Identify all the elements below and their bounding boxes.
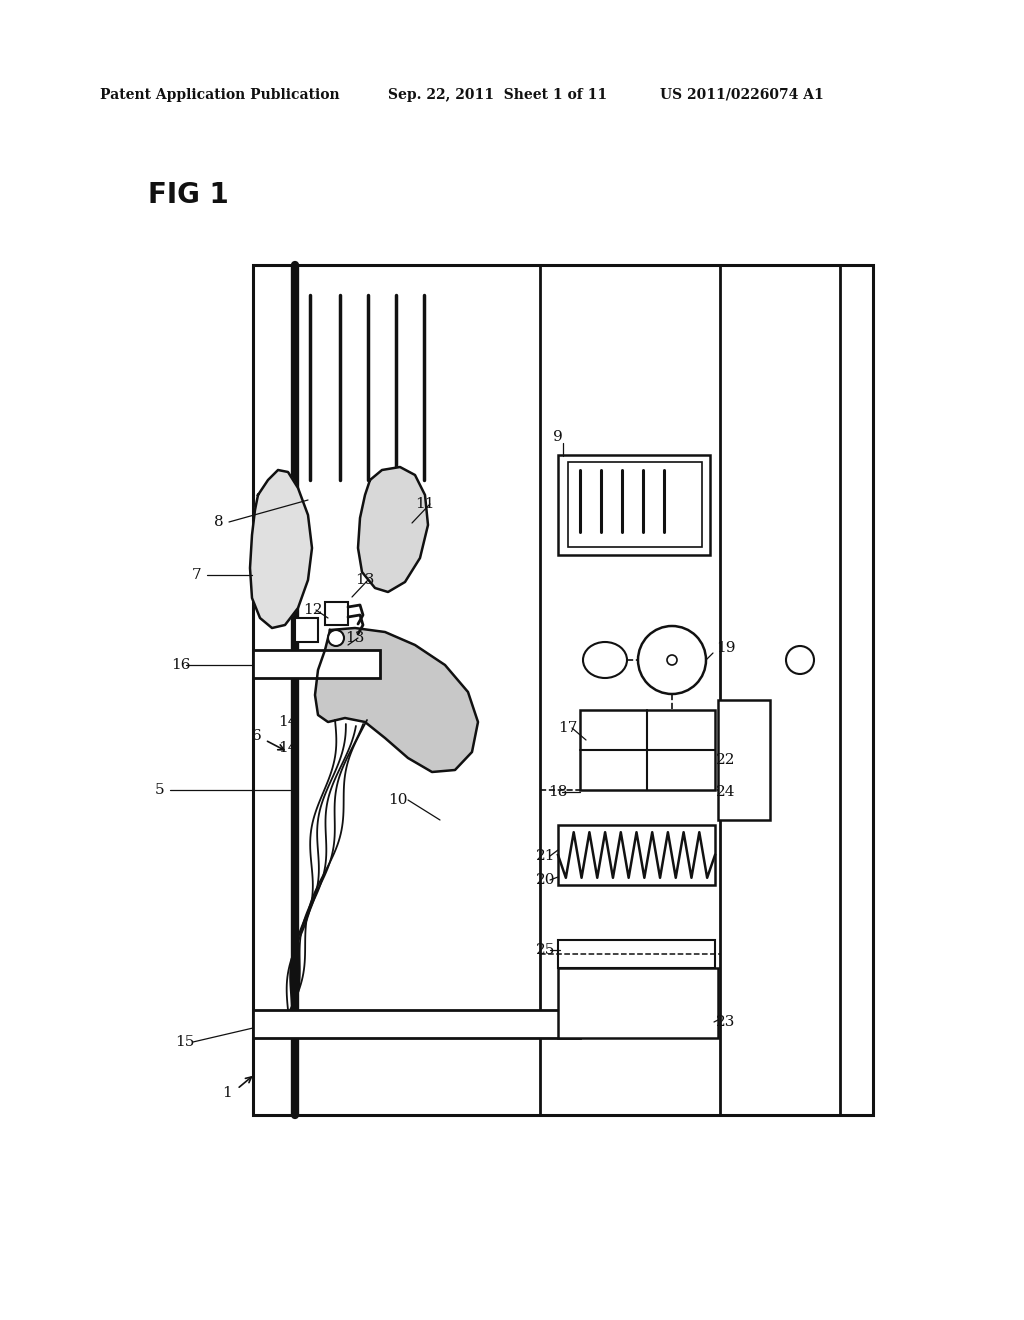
Text: 1: 1 — [222, 1086, 231, 1100]
Text: Sep. 22, 2011  Sheet 1 of 11: Sep. 22, 2011 Sheet 1 of 11 — [388, 88, 607, 102]
Bar — [295, 618, 318, 642]
Bar — [558, 825, 715, 884]
Text: 7: 7 — [193, 568, 202, 582]
Text: 8: 8 — [214, 515, 223, 529]
Text: 13: 13 — [355, 573, 375, 587]
Bar — [558, 940, 715, 968]
Text: 25: 25 — [536, 942, 555, 957]
Bar — [253, 649, 380, 678]
Circle shape — [667, 655, 677, 665]
Bar — [253, 1010, 580, 1038]
Text: 20: 20 — [536, 873, 555, 887]
Text: 15: 15 — [175, 1035, 195, 1049]
Bar — [558, 968, 718, 1038]
Bar — [568, 462, 702, 546]
Bar — [253, 265, 873, 1115]
Ellipse shape — [583, 642, 627, 678]
Text: 19: 19 — [716, 642, 735, 655]
Text: 14: 14 — [278, 741, 298, 755]
Text: 18: 18 — [548, 785, 567, 799]
Circle shape — [786, 645, 814, 675]
Bar — [558, 455, 710, 554]
Text: 22: 22 — [716, 752, 735, 767]
Text: 9: 9 — [553, 430, 563, 444]
Polygon shape — [250, 470, 312, 628]
Text: 11: 11 — [415, 498, 434, 511]
Text: 21: 21 — [536, 849, 555, 863]
Circle shape — [638, 626, 706, 694]
Text: 6: 6 — [252, 729, 262, 743]
Text: 14: 14 — [278, 715, 298, 729]
Text: 12: 12 — [303, 603, 323, 616]
Text: US 2011/0226074 A1: US 2011/0226074 A1 — [660, 88, 823, 102]
Text: Patent Application Publication: Patent Application Publication — [100, 88, 340, 102]
Text: 10: 10 — [388, 793, 408, 807]
Polygon shape — [315, 628, 478, 772]
Text: 16: 16 — [171, 657, 190, 672]
Bar — [580, 710, 715, 789]
Text: 23: 23 — [716, 1015, 735, 1030]
Text: 5: 5 — [155, 783, 165, 797]
Polygon shape — [358, 467, 428, 591]
Bar — [718, 700, 770, 820]
Text: 24: 24 — [716, 785, 735, 799]
Bar — [325, 602, 348, 624]
Circle shape — [328, 630, 344, 645]
Text: FIG 1: FIG 1 — [148, 181, 228, 209]
Text: 13: 13 — [345, 631, 365, 645]
Text: 17: 17 — [558, 721, 578, 735]
